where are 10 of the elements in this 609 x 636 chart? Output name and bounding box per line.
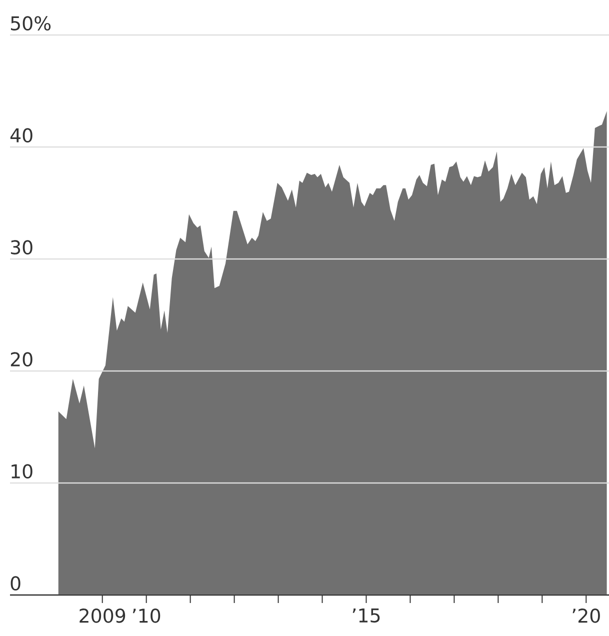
y-tick-label: 10 (12, 464, 32, 478)
x-tick-label: ’20 (572, 608, 600, 623)
y-tick-label: 20 (10, 352, 32, 366)
y-tick-label: 30 (10, 240, 32, 254)
y-tick-label: 0 (10, 576, 20, 590)
x-tick-label: ’15 (352, 608, 380, 623)
y-tick-label: 40 (10, 128, 32, 142)
y-tick-label: 50% (10, 16, 51, 30)
x-tick-label: ’10 (132, 608, 160, 623)
x-tick-label: 2009 (80, 608, 126, 623)
